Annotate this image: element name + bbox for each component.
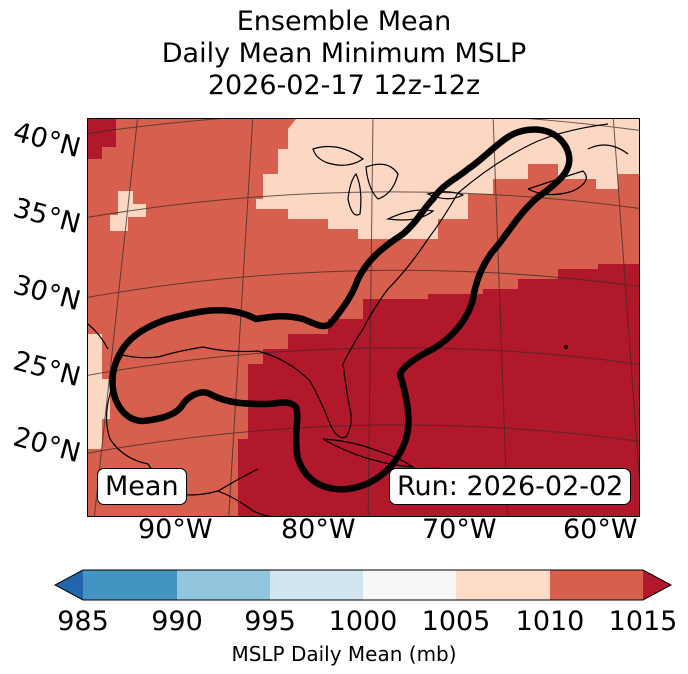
mean-label: Mean	[97, 468, 187, 505]
field-above-1015-corner	[88, 119, 116, 159]
colorbar-extend-high	[643, 570, 671, 600]
colorbar-segment-995-1000	[270, 570, 363, 600]
lat-label-40n: 40°N	[9, 116, 84, 165]
lat-label-30n: 30°N	[9, 269, 84, 318]
lat-label-20n: 20°N	[9, 421, 84, 470]
title-line-2: Daily Mean Minimum MSLP	[161, 38, 527, 69]
colorbar-label: MSLP Daily Mean (mb)	[231, 642, 457, 666]
colorbar-segment-1000-1005	[363, 570, 456, 600]
colorbar-tick-1015: 1015	[608, 606, 678, 637]
colorbar-tick-1005: 1005	[421, 606, 491, 637]
lat-label-35n: 35°N	[9, 192, 84, 241]
colorbar	[54, 569, 673, 601]
title-line-3: 2026-02-17 12z-12z	[207, 70, 481, 101]
map-panel: Mean Run: 2026-02-02	[87, 118, 640, 517]
lon-label-70w: 70°W	[422, 514, 497, 545]
field-1005-1010-north	[256, 119, 639, 239]
mslp-contour	[109, 126, 573, 493]
colorbar-extend-low	[55, 570, 83, 600]
colorbar-tick-990: 990	[151, 606, 203, 637]
colorbar-segment-1005-1010	[456, 570, 550, 600]
colorbar-tick-1000: 1000	[328, 606, 398, 637]
colorbar-segment-990-995	[177, 570, 270, 600]
field-1005-1010-west	[88, 334, 110, 449]
run-label: Run: 2026-02-02	[389, 468, 632, 505]
field-above-1015	[238, 264, 639, 516]
lon-label-60w: 60°W	[563, 514, 638, 545]
lat-label-25n: 25°N	[9, 345, 84, 394]
graticule	[88, 119, 639, 516]
colorbar-segment-985-990	[83, 570, 177, 600]
colorbar-tick-995: 995	[244, 606, 296, 637]
colorbar-tick-1010: 1010	[515, 606, 585, 637]
lon-label-80w: 80°W	[281, 514, 356, 545]
colorbar-outline	[54, 569, 673, 601]
lon-label-90w: 90°W	[138, 514, 213, 545]
mslp-map	[88, 119, 639, 516]
colorbar-tick-985: 985	[57, 606, 109, 637]
title-line-1: Ensemble Mean	[236, 6, 452, 37]
colorbar-segment-1010-1015	[550, 570, 643, 600]
